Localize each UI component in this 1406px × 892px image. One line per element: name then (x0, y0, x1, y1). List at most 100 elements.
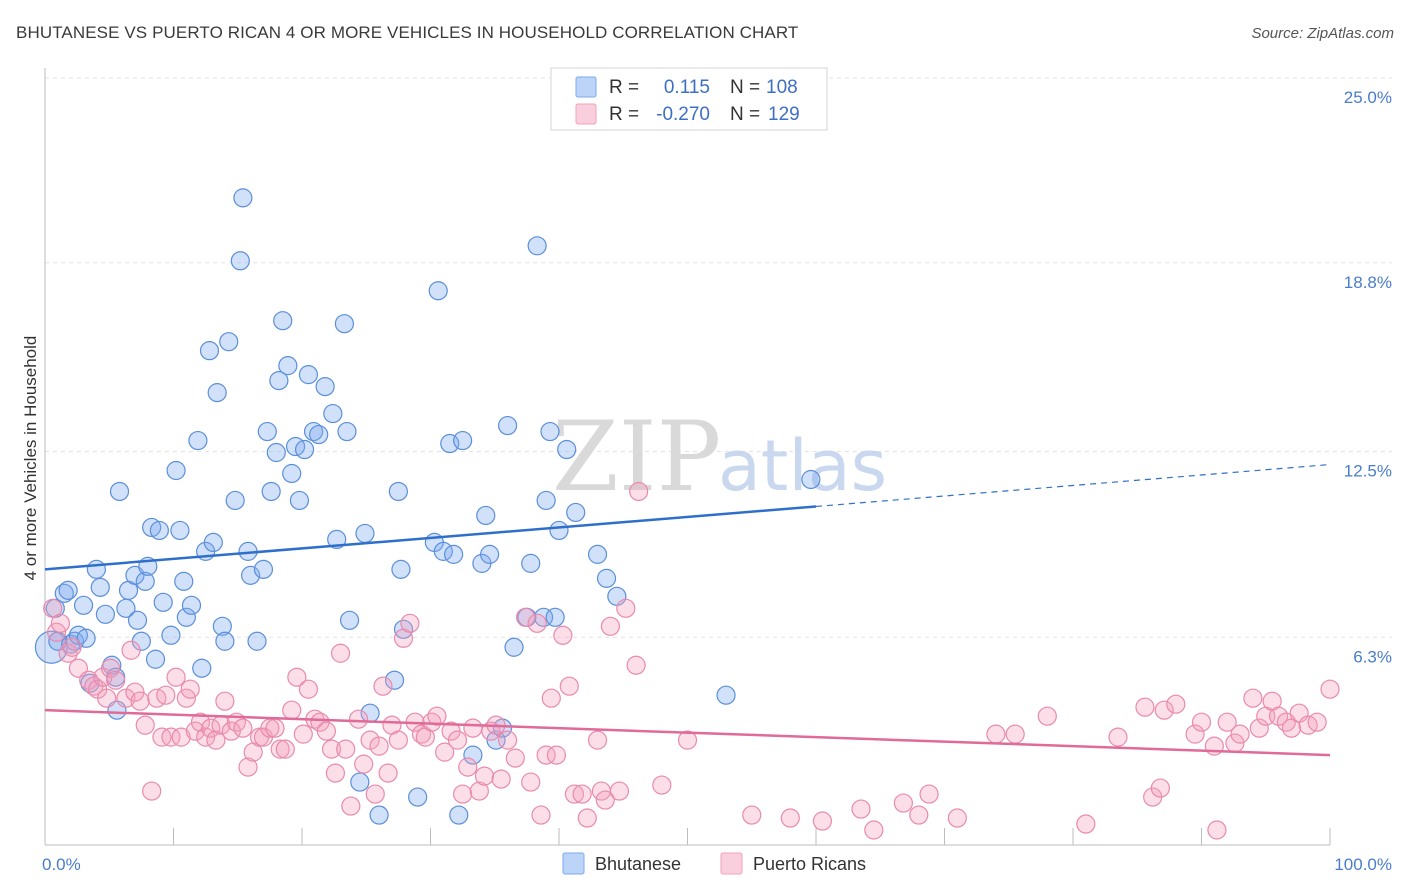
point-series0-41 (212, 616, 232, 636)
chart-title: BHUTANESE VS PUERTO RICAN 4 OR MORE VEHI… (16, 23, 799, 42)
point-series1-118 (1005, 724, 1025, 744)
point-series0-74 (384, 670, 405, 690)
point-series1-112 (864, 820, 884, 840)
point-series1-102 (609, 781, 629, 801)
bottom-legend-label-puerto-ricans: Puerto Ricans (753, 854, 866, 874)
point-series1-104 (626, 655, 646, 675)
point-series0-38 (199, 341, 220, 361)
point-series1-46 (287, 667, 307, 687)
point-series0-11 (86, 559, 107, 579)
point-series0-27 (149, 520, 169, 541)
point-series1-16 (130, 691, 150, 711)
point-series0-78 (408, 787, 428, 807)
point-series1-114 (909, 805, 929, 825)
point-series1-76 (453, 784, 473, 804)
point-series1-10 (97, 688, 117, 708)
point-series1-58 (354, 754, 374, 774)
y-tick-label-3: 25.0% (1344, 88, 1392, 107)
point-series1-65 (388, 730, 408, 750)
point-series1-77 (458, 757, 478, 777)
point-series0-70 (350, 772, 370, 792)
trend-lines (44, 463, 1331, 757)
bottom-legend-label-bhutanese: Bhutanese (595, 854, 681, 874)
point-series1-86 (515, 607, 536, 627)
point-series0-39 (203, 532, 223, 553)
series-1-points (43, 481, 1340, 840)
point-series1-133 (1230, 724, 1250, 744)
point-series1-21 (156, 685, 176, 705)
point-series0-68 (337, 421, 357, 442)
point-series0-96 (527, 236, 547, 256)
point-series1-92 (546, 745, 567, 765)
point-series0-71 (355, 523, 375, 544)
legend-n-value-0: 108 (766, 77, 798, 98)
point-series1-98 (587, 730, 608, 750)
point-series1-60 (365, 784, 385, 804)
point-series1-63 (378, 763, 398, 783)
point-series1-101 (600, 616, 621, 636)
point-series1-117 (986, 724, 1006, 744)
axes (44, 68, 1331, 846)
series-points (34, 188, 1340, 840)
point-series1-43 (270, 739, 290, 759)
point-series0-92 (498, 415, 518, 436)
point-series0-53 (266, 442, 286, 463)
point-series0-67 (334, 314, 355, 334)
point-series0-7 (68, 625, 89, 645)
point-series1-96 (572, 784, 592, 804)
point-series0-23 (135, 571, 155, 591)
point-series1-26 (180, 679, 200, 699)
point-series1-67 (400, 613, 420, 633)
point-series1-106 (652, 775, 672, 795)
point-series1-80 (474, 766, 495, 786)
point-series0-21 (127, 610, 148, 630)
point-series1-109 (780, 808, 800, 828)
point-series1-88 (527, 613, 547, 633)
point-series1-140 (1281, 718, 1302, 738)
point-series1-84 (498, 730, 518, 750)
point-series1-126 (1166, 694, 1186, 714)
point-series0-85 (453, 430, 473, 451)
point-series1-15 (125, 682, 145, 702)
point-series0-76 (391, 559, 411, 579)
bottom-legend: Bhutanese Puerto Ricans (562, 852, 866, 875)
point-series1-52 (321, 739, 342, 759)
point-series0-102 (557, 439, 577, 460)
legend-swatch-bhutanese (575, 76, 597, 98)
x-tick-label-0: 0.0% (42, 855, 81, 874)
point-series1-79 (469, 781, 489, 801)
point-series1-97 (577, 808, 597, 828)
point-series0-57 (282, 463, 302, 484)
point-series1-48 (298, 679, 319, 699)
point-series1-110 (812, 811, 833, 831)
point-series1-125 (1154, 700, 1174, 720)
point-series1-113 (893, 793, 913, 813)
point-series0-63 (309, 424, 329, 445)
point-series0-33 (176, 607, 196, 627)
y-tick-label-2: 18.8% (1344, 273, 1392, 292)
point-series1-103 (616, 598, 636, 618)
point-series1-115 (919, 784, 939, 804)
point-series0-108 (716, 685, 736, 705)
point-series1-87 (521, 772, 541, 792)
point-series1-4 (62, 637, 82, 657)
point-series1-100 (595, 790, 615, 810)
point-series1-2 (50, 613, 71, 633)
watermark-atlas: atlas (718, 425, 887, 507)
point-series1-24 (171, 727, 191, 747)
point-series0-73 (369, 805, 389, 825)
point-series0-29 (161, 625, 181, 645)
legend-r-label-1: R = (609, 104, 639, 125)
point-series1-42 (265, 718, 285, 738)
point-series0-45 (233, 188, 253, 208)
point-series1-12 (106, 670, 126, 690)
point-series0-43 (219, 332, 239, 352)
series-0-points (34, 188, 821, 825)
point-series1-72 (427, 706, 447, 726)
point-series1-130 (1207, 820, 1227, 840)
point-series1-11 (100, 658, 121, 678)
point-series1-105 (629, 481, 649, 502)
point-series0-69 (339, 610, 360, 630)
point-series1-23 (166, 667, 186, 687)
point-series1-108 (742, 805, 762, 825)
